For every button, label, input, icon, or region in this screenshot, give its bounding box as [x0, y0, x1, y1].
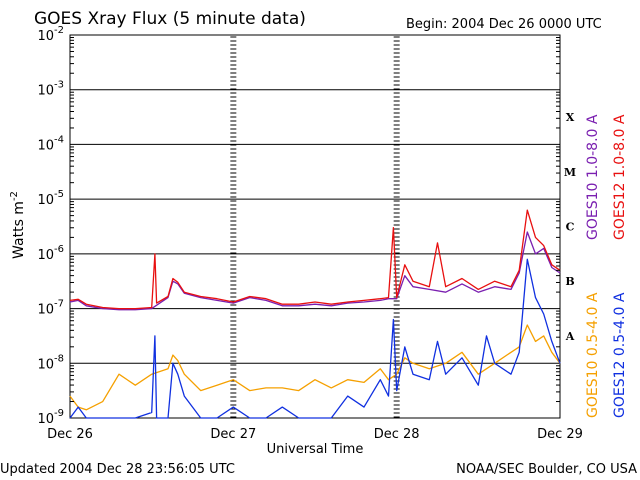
x-tick-labels: Dec 26 Dec 27 Dec 28 Dec 29	[47, 427, 583, 442]
series-line-4	[69, 258, 561, 419]
y-tick-mantissa: 10	[37, 138, 54, 153]
y-tick-mantissa: 10	[37, 303, 54, 318]
y-tick-label: 10-6	[37, 244, 64, 263]
plot-frame	[69, 34, 561, 419]
y-tick-mantissa: 10	[37, 412, 54, 427]
y-tick-mantissa: 10	[37, 357, 54, 372]
y-tick-label: 10-8	[37, 353, 64, 372]
flare-class-label: M	[564, 166, 576, 179]
y-tick-exponent: -2	[54, 25, 64, 36]
flare-class-label: X	[566, 111, 575, 124]
footer-source: NOAA/SEC Boulder, CO USA	[456, 462, 637, 477]
y-tick-mantissa: 10	[37, 29, 54, 44]
y-tick-exponent: -4	[54, 134, 64, 145]
legend: GOES10 1.0-8.0 A GOES12 1.0-8.0 A GOES10 0…	[585, 114, 628, 418]
x-axis-title: Universal Time	[267, 442, 364, 457]
y-tick-label: 10-3	[37, 80, 64, 99]
y-tick-mantissa: 10	[37, 248, 54, 263]
y-tick-labels: 10-210-310-410-510-610-710-810-9	[37, 25, 64, 427]
x-tick-label: Dec 26	[47, 427, 93, 442]
x-tick-label: Dec 27	[210, 427, 256, 442]
y-tick-label: 10-5	[37, 189, 64, 208]
day-markers	[230, 36, 400, 418]
y-tick-label: 10-4	[37, 134, 64, 153]
series-line-2	[69, 209, 561, 310]
y-tick-exponent: -3	[54, 80, 64, 91]
legend-entry: GOES12 0.5-4.0 A	[612, 292, 628, 418]
flare-class-label: B	[565, 275, 574, 288]
y-axis-title-sup: -2	[9, 191, 20, 201]
y-tick-exponent: -7	[54, 299, 64, 310]
legend-entry: GOES10 1.0-8.0 A	[585, 114, 601, 240]
y-axis-title-group: Watts m-2	[9, 191, 27, 259]
y-tick-exponent: -8	[54, 353, 64, 364]
flare-class-label: A	[565, 330, 575, 343]
y-tick-mantissa: 10	[37, 84, 54, 99]
y-tick-mantissa: 10	[37, 193, 54, 208]
series-line-3	[69, 324, 561, 411]
x-tick-label: Dec 29	[537, 427, 583, 442]
y-tick-exponent: -6	[54, 244, 64, 255]
begin-label: Begin: 2004 Dec 26 0000 UTC	[406, 17, 602, 32]
flare-class-label: C	[566, 221, 575, 234]
y-axis-title-text: Watts m	[11, 201, 27, 259]
legend-entry: GOES12 1.0-8.0 A	[612, 114, 628, 240]
flare-class-labels: X M C B A	[564, 111, 576, 343]
minor-ticks	[70, 37, 560, 403]
y-tick-exponent: -5	[54, 189, 64, 200]
y-tick-label: 10-9	[37, 408, 64, 427]
series-layer	[69, 209, 561, 419]
y-axis-title: Watts m-2	[9, 191, 27, 259]
y-tick-label: 10-7	[37, 299, 64, 318]
legend-entry: GOES10 0.5-4.0 A	[585, 292, 601, 418]
x-tick-label: Dec 28	[374, 427, 420, 442]
chart-title: GOES Xray Flux (5 minute data)	[34, 9, 306, 29]
y-tick-exponent: -9	[54, 408, 64, 419]
plot-area	[69, 34, 561, 419]
y-tick-label: 10-2	[37, 25, 64, 44]
footer-updated: Updated 2004 Dec 28 23:56:05 UTC	[0, 462, 235, 477]
series-line-1	[69, 231, 561, 311]
